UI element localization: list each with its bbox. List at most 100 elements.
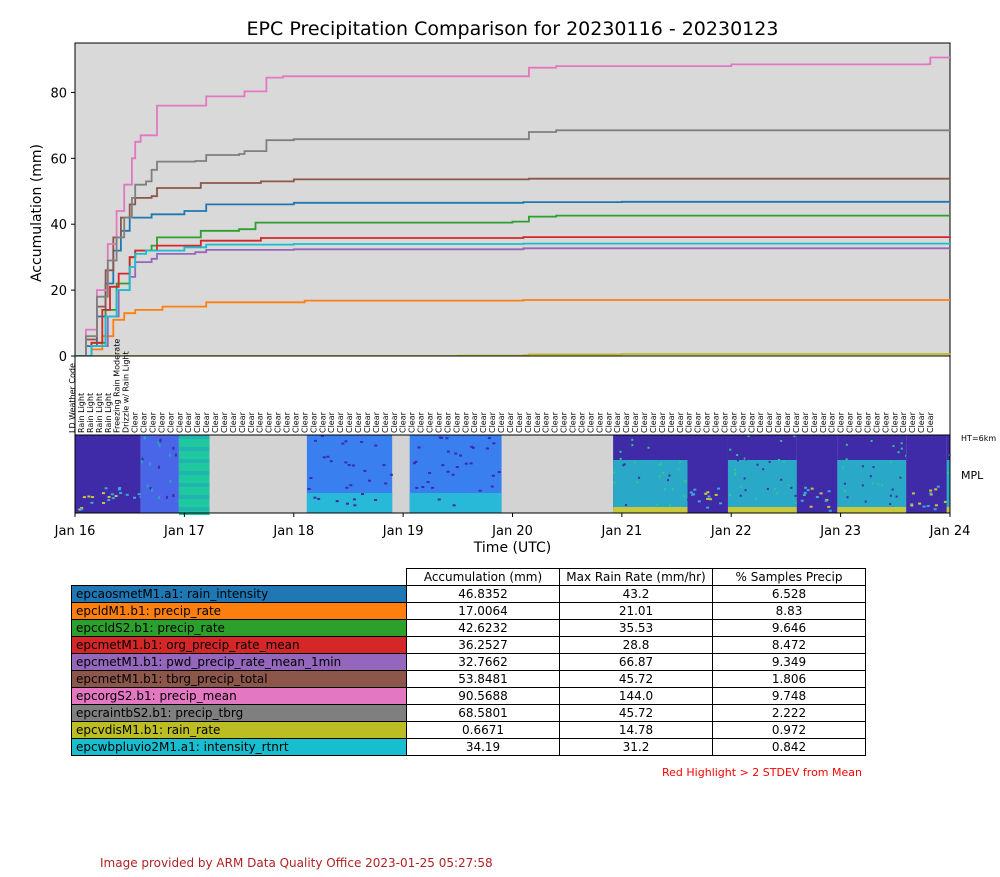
mpl-speck <box>412 462 416 465</box>
mpl-speck <box>649 452 652 455</box>
row-max-rain-rate: 45.72 <box>559 670 713 688</box>
mpl-stripe <box>178 479 210 483</box>
mpl-speck <box>478 489 482 492</box>
mpl-block <box>727 507 797 513</box>
mpl-speck <box>329 460 333 463</box>
weather-code-label: Clear <box>202 411 211 433</box>
mpl-speck <box>895 495 898 498</box>
mpl-speck <box>374 444 378 447</box>
mpl-speck <box>684 480 687 483</box>
mpl-speck <box>317 497 321 500</box>
weather-code-label: Clear <box>283 411 292 433</box>
mpl-speck <box>307 487 311 490</box>
mpl-stripe <box>178 447 210 451</box>
mpl-speck <box>625 435 628 438</box>
weather-code-label: Clear <box>649 411 658 433</box>
mpl-speck <box>692 493 696 496</box>
mpl-stripe <box>178 499 210 503</box>
mpl-speck <box>891 488 894 491</box>
mpl-speck <box>892 445 895 448</box>
row-pct-samples: 9.748 <box>712 687 866 705</box>
mpl-speck <box>655 503 658 506</box>
mpl-speck <box>827 490 831 493</box>
mpl-stripe <box>178 475 210 479</box>
mpl-stripe <box>178 467 210 471</box>
mpl-speck <box>347 464 351 467</box>
row-pct-samples: 9.349 <box>712 653 866 671</box>
weather-code-label: Rain Light <box>86 393 95 433</box>
y-tick-label: 80 <box>50 86 67 101</box>
row-name: epcmetM1.b1: tbrg_precip_total <box>71 670 407 688</box>
mpl-speck <box>936 485 940 488</box>
row-max-rain-rate: 35.53 <box>559 619 713 637</box>
mpl-speck <box>149 487 152 491</box>
weather-code-label: Clear <box>524 411 533 433</box>
weather-code-label: Clear <box>488 411 497 433</box>
mpl-speck <box>143 436 146 440</box>
mpl-speck <box>666 479 669 482</box>
weather-code-label: Clear <box>828 411 837 433</box>
highlight-note: Red Highlight > 2 STDEV from Mean <box>662 766 862 779</box>
series-line: epcwbpluvio2M1.a1: intensity_rtnrt <box>75 242 951 357</box>
weather-code-label: Clear <box>640 411 649 433</box>
mpl-speck <box>802 494 806 497</box>
weather-code-label: Clear <box>265 411 274 433</box>
mpl-speck <box>734 472 737 475</box>
mpl-speck <box>843 482 846 485</box>
x-tick-label: Jan 23 <box>819 524 861 539</box>
mpl-speck <box>656 444 659 447</box>
stats-row: epcmetM1.b1: org_precip_rate_mean 36.2527… <box>71 636 866 654</box>
mpl-speck <box>107 495 111 498</box>
mpl-speck <box>689 491 693 494</box>
mpl-speck <box>150 488 153 492</box>
row-accumulation: 46.8352 <box>406 585 560 603</box>
mpl-speck <box>929 493 933 496</box>
mpl-speck <box>780 440 783 443</box>
weather-code-label: Clear <box>193 411 202 433</box>
mpl-speck <box>426 481 430 484</box>
row-max-rain-rate: 45.72 <box>559 704 713 722</box>
mpl-speck <box>417 446 421 449</box>
mpl-speck <box>320 435 324 438</box>
x-tick-label: Jan 21 <box>601 524 643 539</box>
mpl-speck <box>706 497 710 500</box>
mpl-speck <box>889 461 892 464</box>
mpl-speck <box>905 454 908 457</box>
mpl-speck <box>922 505 926 508</box>
mpl-speck <box>464 462 468 465</box>
mpl-speck <box>631 444 634 447</box>
mpl-speck <box>613 481 616 484</box>
x-tick-label: Jan 16 <box>54 524 96 539</box>
mpl-speck <box>174 453 177 457</box>
stats-row: epcorgS2.b1: precip_mean 90.5688 144.0 9.74… <box>71 687 866 705</box>
y-tick-label: 20 <box>50 284 67 299</box>
weather-code-label: Clear <box>721 411 730 433</box>
mpl-speck <box>658 475 661 478</box>
mpl-speck <box>872 440 875 443</box>
row-max-rain-rate: 43.2 <box>559 585 713 603</box>
weather-code-label: Clear <box>131 411 140 433</box>
mpl-speck <box>747 435 750 438</box>
weather-code-label: Clear <box>765 411 774 433</box>
row-accumulation: 90.5688 <box>406 687 560 705</box>
mpl-speck <box>363 469 367 472</box>
mpl-speck <box>623 463 626 466</box>
mpl-speck <box>414 460 418 463</box>
mpl-speck <box>322 456 326 459</box>
mpl-speck <box>613 471 616 474</box>
mpl-speck <box>168 453 171 457</box>
mpl-speck <box>114 495 118 498</box>
mpl-speck <box>794 502 797 505</box>
mpl-speck <box>762 468 765 471</box>
series-line: epcraintbS2.b1: precip_tbrg <box>75 129 951 357</box>
mpl-speck <box>828 509 832 512</box>
mpl-speck <box>806 489 810 492</box>
mpl-speck <box>897 451 900 454</box>
mpl-speck <box>877 483 880 486</box>
mpl-speck <box>647 446 650 449</box>
row-pct-samples: 0.842 <box>712 738 866 756</box>
mpl-speck <box>780 478 783 481</box>
mpl-stripe <box>178 459 210 463</box>
row-pct-samples: 6.528 <box>712 585 866 603</box>
mpl-speck <box>169 479 172 483</box>
